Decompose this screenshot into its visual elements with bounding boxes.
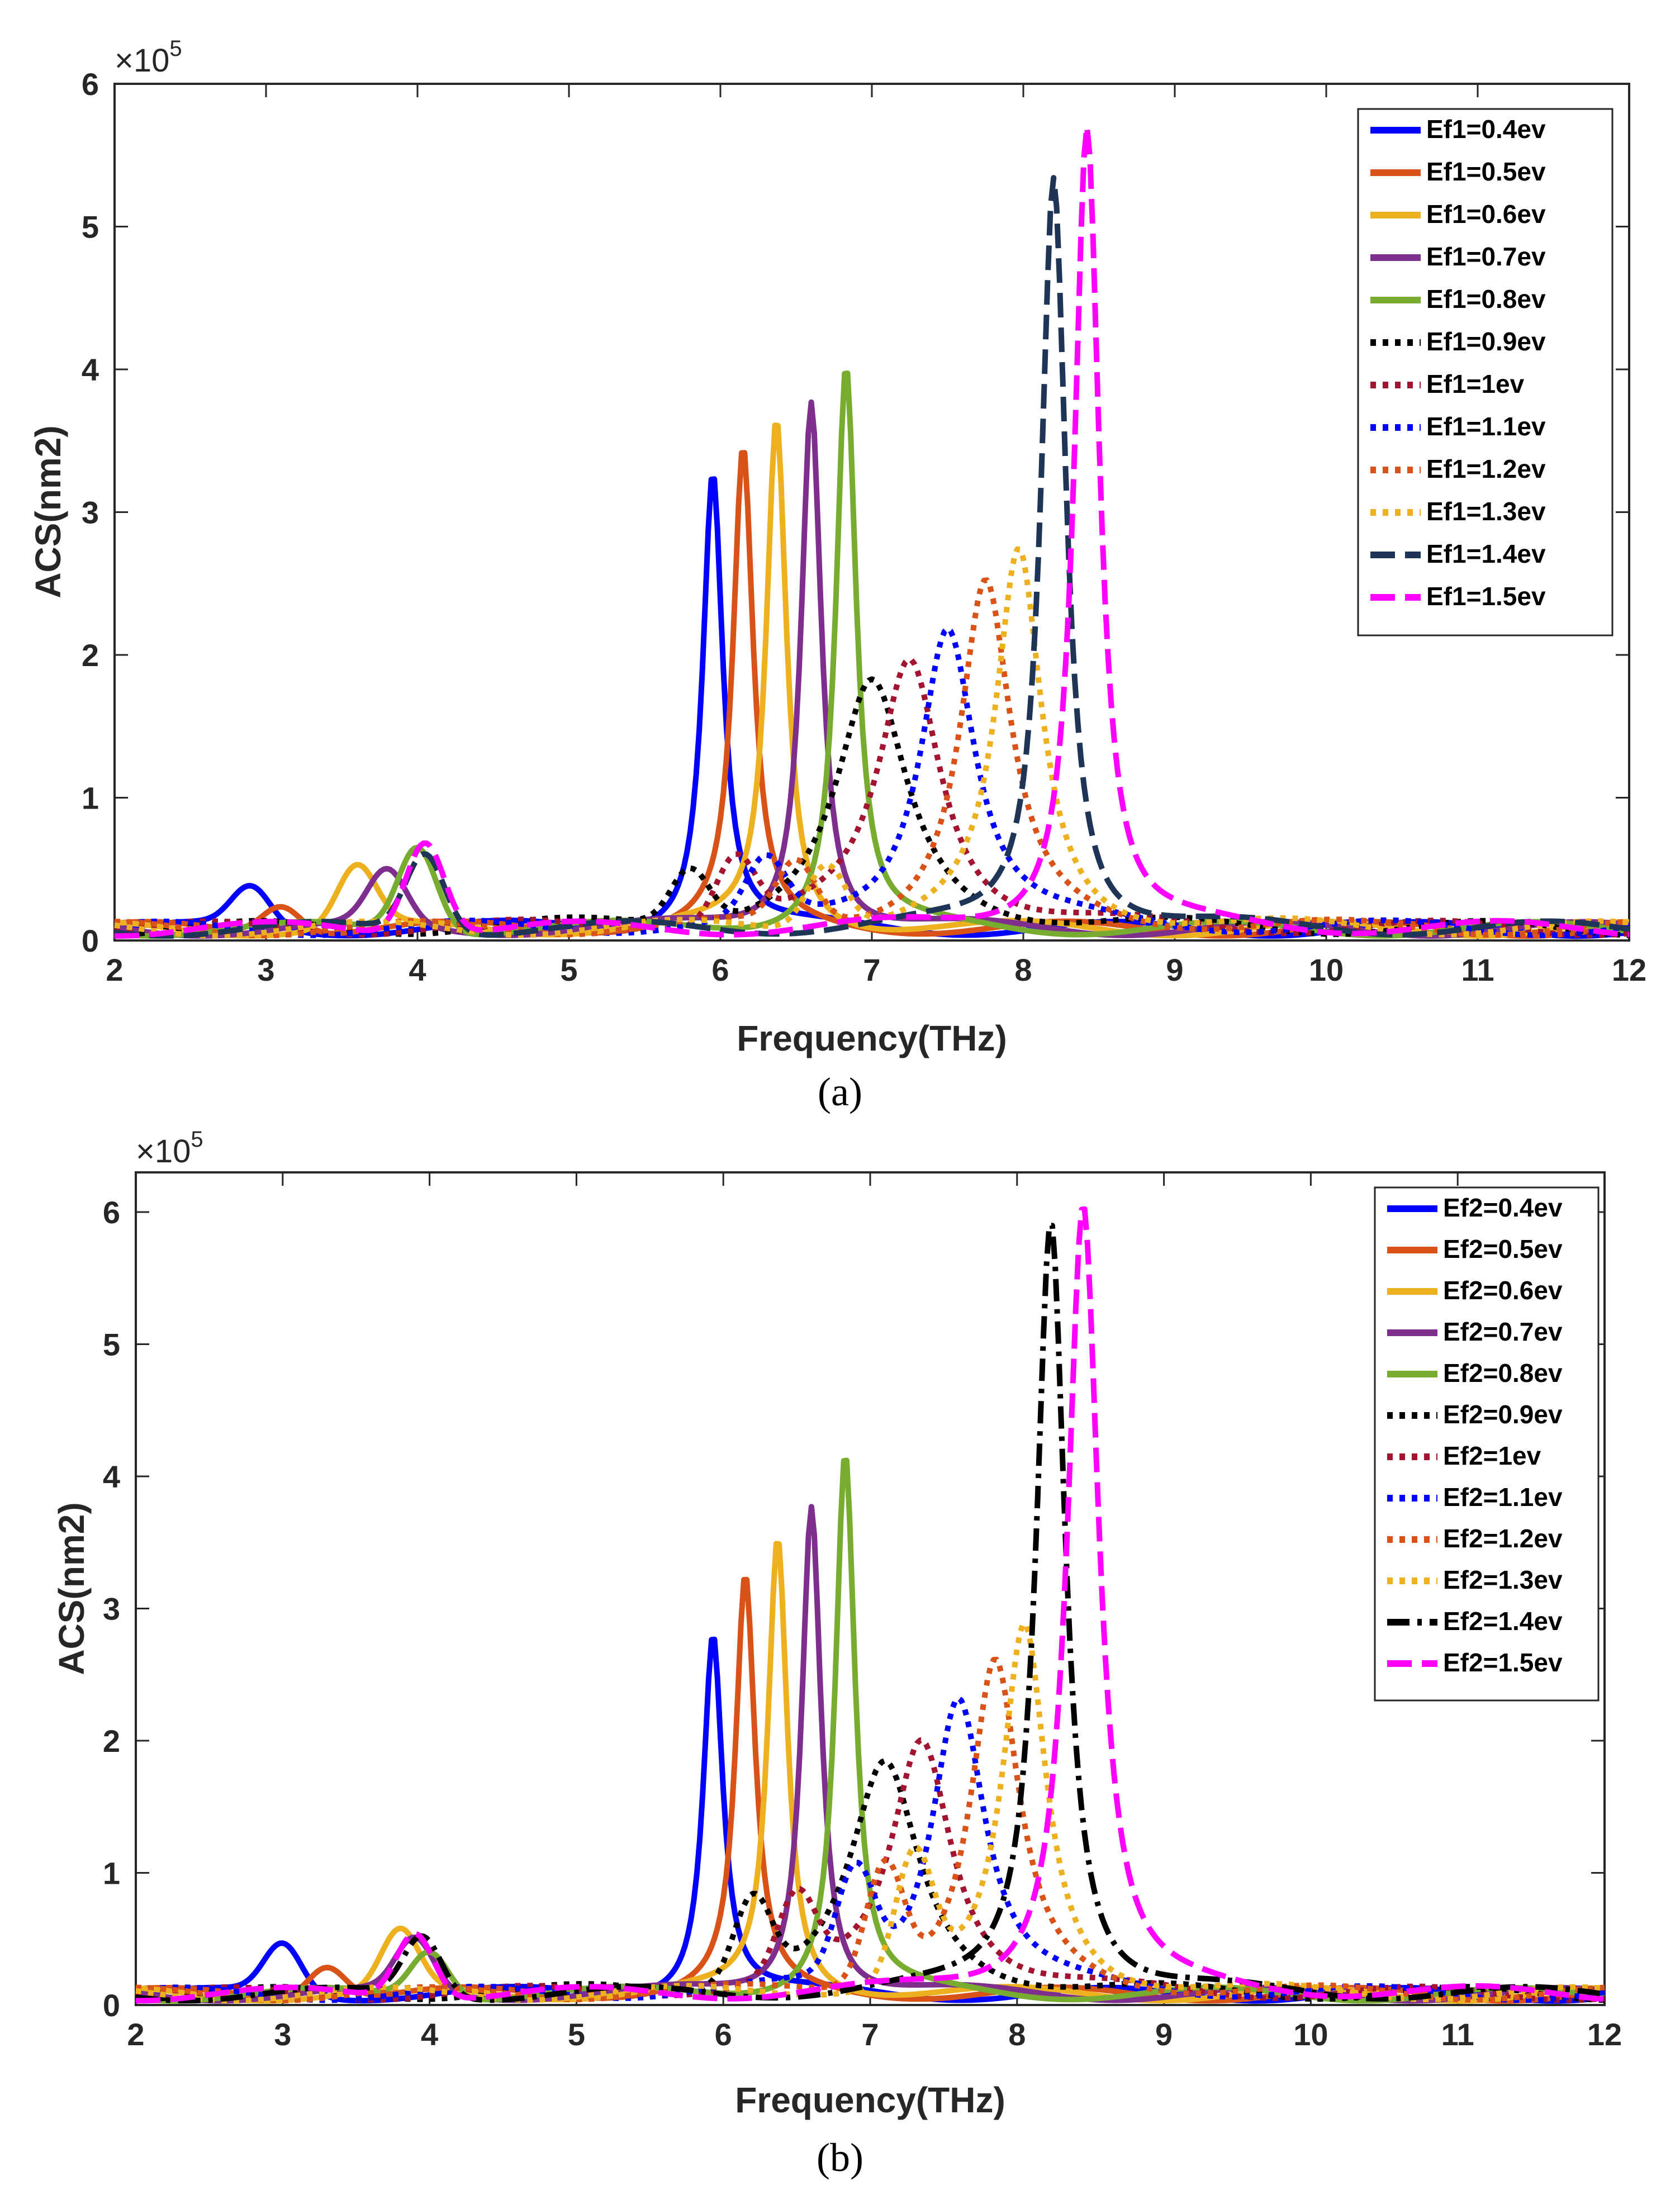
multiplier-a: ×105	[115, 36, 182, 79]
legend-a: Ef1=0.4ev Ef1=0.5ev Ef1=0.6ev Ef1=0.7ev Ef1=…	[1357, 108, 1613, 636]
legend-label: Ef2=0.5ev	[1443, 1234, 1563, 1263]
legend-label: Ef1=1.2ev	[1426, 454, 1546, 483]
series-line-Ef1=0.6ev	[114, 422, 1630, 939]
legend-label: Ef2=1ev	[1443, 1441, 1541, 1470]
series-group-a	[114, 123, 1630, 939]
legend-label: Ef1=0.8ev	[1426, 284, 1546, 313]
y-tick-label: 2	[82, 638, 99, 673]
y-tick-label: 1	[103, 1855, 120, 1890]
y-tick-label: 6	[82, 66, 99, 102]
x-tick-label: 6	[715, 2017, 732, 2052]
x-tick-label: 3	[257, 952, 274, 987]
series-line-Ef2=1.5ev	[136, 1206, 1605, 2004]
y-tick-label: 1	[82, 781, 99, 816]
legend-label: Ef2=1.5ev	[1443, 1648, 1563, 1677]
legend-label: Ef2=1.4ev	[1443, 1607, 1563, 1636]
legend-label: Ef1=0.5ev	[1426, 157, 1546, 186]
multiplier-b: ×105	[136, 1127, 203, 1170]
legend-label: Ef1=1.3ev	[1426, 497, 1546, 526]
legend-label: Ef1=1.5ev	[1426, 582, 1546, 611]
legend-label: Ef2=1.1ev	[1443, 1483, 1563, 1512]
series-line-Ef1=1.5ev	[114, 123, 1630, 939]
x-tick-label: 5	[568, 2017, 585, 2052]
y-axis-label-b: ACS(nm2)	[51, 1502, 92, 1675]
x-tick-label: 9	[1166, 952, 1183, 987]
x-tick-label: 10	[1293, 2017, 1328, 2052]
x-tick-label: 5	[560, 952, 577, 987]
x-tick-label: 8	[1008, 2017, 1026, 2052]
series-line-Ef1=1.2ev	[115, 577, 1630, 939]
x-tick-label: 4	[421, 2017, 438, 2052]
legend-label: Ef1=0.4ev	[1426, 115, 1546, 144]
x-tick-label: 4	[409, 952, 426, 987]
y-tick-label: 0	[82, 923, 99, 958]
x-tick-label: 11	[1461, 952, 1494, 987]
x-tick-label: 7	[861, 2017, 879, 2052]
legend-label: Ef2=0.4ev	[1443, 1193, 1563, 1222]
legend-label: Ef1=0.7ev	[1426, 242, 1546, 271]
x-tick-label: 9	[1155, 2017, 1173, 2052]
y-axis-label-a: ACS(nm2)	[28, 425, 68, 598]
legend-label: Ef2=0.8ev	[1443, 1358, 1563, 1388]
x-tick-label: 6	[711, 952, 729, 987]
x-tick-label: 12	[1612, 952, 1646, 987]
y-tick-label: 3	[82, 495, 99, 530]
panel-caption-a: (a)	[818, 1070, 862, 1114]
x-tick-label: 12	[1587, 2017, 1622, 2052]
x-tick-label: 7	[863, 952, 880, 987]
legend-box	[1374, 1186, 1600, 1702]
x-tick-label: 8	[1014, 952, 1032, 987]
x-axis-label-a: Frequency(THz)	[737, 1018, 1007, 1058]
x-axis-label-b: Frequency(THz)	[735, 2080, 1005, 2120]
legend-label: Ef1=1.4ev	[1426, 539, 1546, 568]
x-tick-label: 10	[1309, 952, 1344, 987]
x-tick-label: 3	[274, 2017, 291, 2052]
y-tick-label: 0	[103, 1988, 120, 2023]
y-tick-label: 6	[103, 1195, 120, 1230]
legend-label: Ef2=0.7ev	[1443, 1317, 1563, 1346]
x-tick-label: 2	[127, 2017, 144, 2052]
series-line-Ef1=0.9ev	[114, 676, 1630, 938]
x-tick-label: 2	[106, 952, 123, 987]
y-tick-label: 4	[82, 352, 99, 387]
panel-caption-b: (b)	[817, 2135, 863, 2180]
y-tick-label: 2	[103, 1723, 120, 1759]
legend-label: Ef2=0.9ev	[1443, 1400, 1563, 1429]
legend-label: Ef2=0.6ev	[1443, 1276, 1563, 1305]
legend-label: Ef2=1.2ev	[1443, 1524, 1563, 1553]
legend-label: Ef1=1.1ev	[1426, 412, 1546, 441]
legend-b: Ef2=0.4ev Ef2=0.5ev Ef2=0.6ev Ef2=0.7ev Ef2=…	[1374, 1186, 1600, 1702]
series-group-b	[135, 1206, 1605, 2004]
legend-label: Ef1=0.9ev	[1426, 327, 1546, 356]
y-tick-label: 5	[82, 210, 99, 245]
legend-label: Ef1=1ev	[1426, 369, 1525, 398]
y-tick-label: 5	[103, 1327, 120, 1362]
x-tick-label: 11	[1441, 2017, 1474, 2052]
legend-box	[1357, 108, 1613, 636]
series-line-Ef2=1.2ev	[135, 1656, 1605, 2003]
y-tick-label: 3	[103, 1591, 120, 1626]
y-tick-label: 4	[103, 1459, 120, 1494]
legend-label: Ef1=0.6ev	[1426, 199, 1546, 229]
legend-label: Ef2=1.3ev	[1443, 1565, 1563, 1594]
